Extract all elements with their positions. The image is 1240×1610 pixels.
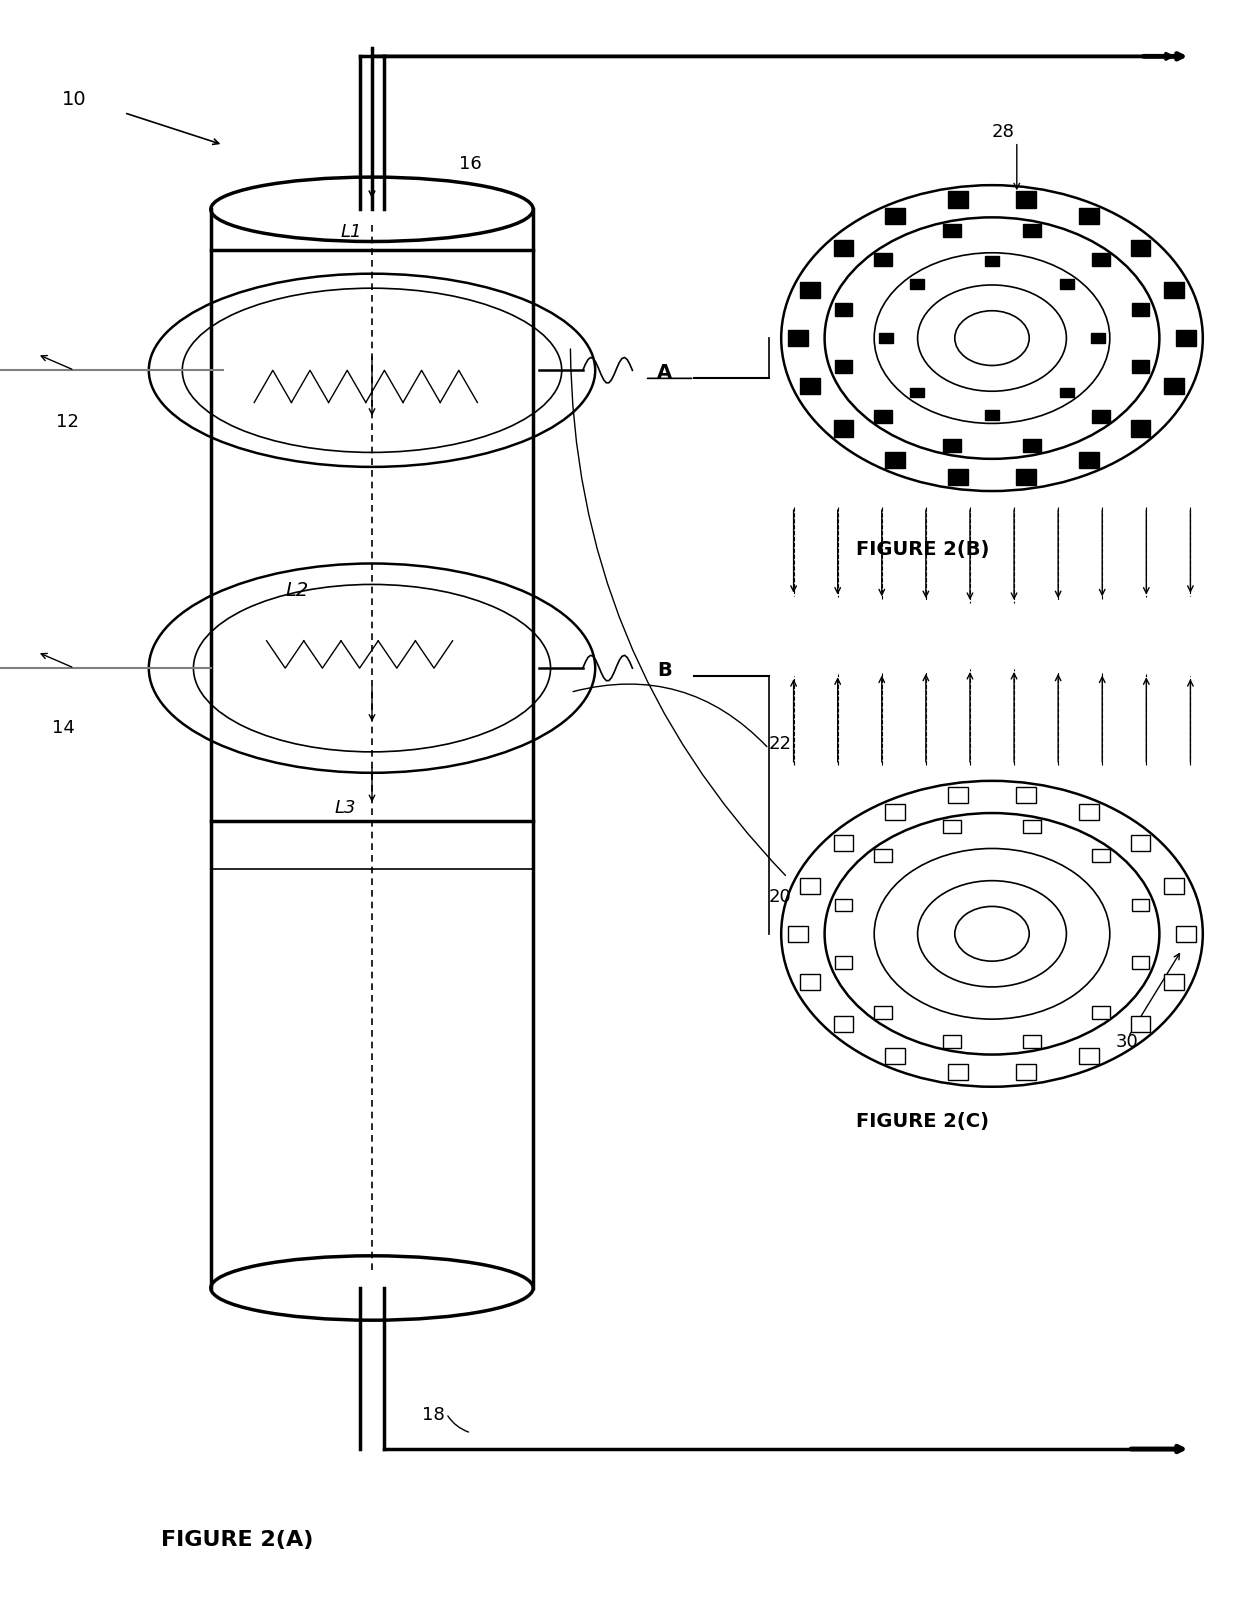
Bar [874,848,892,861]
Bar [1164,974,1184,990]
Text: L1: L1 [341,222,362,240]
Bar [1176,926,1195,942]
Bar [800,282,820,298]
Bar [1016,469,1035,485]
Bar [1079,1048,1099,1064]
Text: A: A [657,364,672,382]
Text: FIGURE 2(B): FIGURE 2(B) [856,541,990,559]
Bar [949,1064,968,1080]
Bar [1092,411,1110,423]
Bar [800,378,820,394]
Bar [885,208,905,224]
Text: 20: 20 [769,887,791,905]
Text: 12: 12 [56,412,78,430]
Bar [1016,1064,1035,1080]
Text: 18: 18 [422,1406,444,1423]
Bar [910,388,925,398]
Bar [1023,224,1040,237]
Bar [1079,452,1099,469]
Bar [789,330,808,346]
Bar [789,926,808,942]
Bar [944,224,961,237]
Bar [1016,192,1035,208]
Text: L2: L2 [285,581,309,599]
Bar [1131,836,1151,852]
Bar [835,956,852,969]
Bar [878,333,893,343]
Bar [833,420,853,436]
Bar [800,974,820,990]
Bar [885,1048,905,1064]
Bar [949,192,968,208]
Bar [944,819,961,832]
Bar [885,452,905,469]
Bar [874,1006,892,1019]
Bar [985,411,999,420]
Bar [1164,378,1184,394]
Bar [1023,440,1040,452]
Text: B: B [657,662,672,679]
Bar [1092,1006,1110,1019]
Text: FIGURE 2(A): FIGURE 2(A) [161,1530,314,1549]
Text: 30: 30 [1116,1032,1138,1050]
Bar [1092,848,1110,861]
Bar [800,877,820,894]
Bar [835,898,852,911]
Bar [949,787,968,803]
Text: 28: 28 [992,122,1014,140]
Bar [1079,803,1099,819]
Bar [1164,282,1184,298]
Bar [1092,253,1110,266]
Text: FIGURE 2(C): FIGURE 2(C) [856,1113,988,1130]
Bar [1059,279,1074,288]
Text: L3: L3 [335,799,356,816]
Bar [1079,208,1099,224]
Text: 14: 14 [52,718,74,736]
Bar [1164,877,1184,894]
Bar [1059,388,1074,398]
Bar [835,361,852,374]
Bar [1023,819,1040,832]
Bar [910,279,925,288]
Bar [1131,420,1151,436]
Bar [1023,1035,1040,1048]
Bar [1016,787,1035,803]
Bar [1131,1016,1151,1032]
Text: 10: 10 [62,90,87,108]
Bar [1132,303,1149,316]
Bar [1132,361,1149,374]
Bar [835,303,852,316]
Bar [874,411,892,423]
Bar [833,836,853,852]
Bar [1132,956,1149,969]
Bar [874,253,892,266]
Bar [1132,898,1149,911]
Text: 16: 16 [459,155,481,172]
Bar [1131,240,1151,256]
Text: 22: 22 [769,734,792,752]
Bar [833,240,853,256]
Bar [944,440,961,452]
Bar [1176,330,1195,346]
Bar [1091,333,1106,343]
Bar [944,1035,961,1048]
Bar [949,469,968,485]
Bar [885,803,905,819]
Bar [833,1016,853,1032]
Bar [985,256,999,266]
